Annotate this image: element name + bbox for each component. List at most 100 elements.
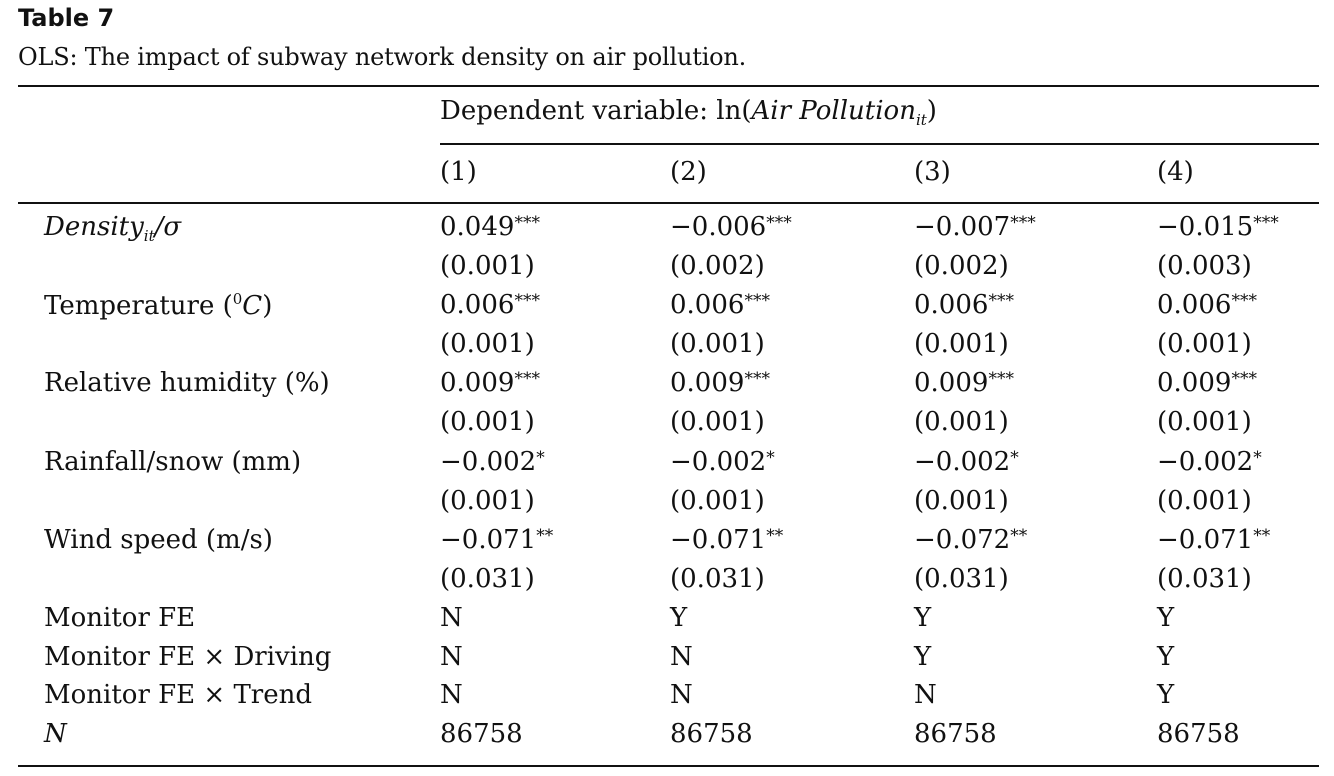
se-humidity-1: (0.001) xyxy=(440,407,535,437)
temp-sup: 0 xyxy=(232,290,243,308)
coef: −0.002 xyxy=(914,447,1011,477)
dependent-variable-header: Dependent variable: ln(Air Pollutionit) xyxy=(440,96,937,129)
se-temperature-3: (0.001) xyxy=(914,329,1009,359)
row-label-density: Densityit/σ xyxy=(44,212,181,245)
cell-monitor-fe-driving-3: Y xyxy=(914,642,932,672)
row-label-monitor-fe: Monitor FE xyxy=(44,603,196,633)
cell-temperature-4: 0.006*** xyxy=(1157,290,1257,320)
se-rain-1: (0.001) xyxy=(440,486,535,516)
coef: −0.007 xyxy=(914,212,1011,242)
stars: *** xyxy=(1231,291,1257,311)
se-temperature-4: (0.001) xyxy=(1157,329,1252,359)
coef: −0.071 xyxy=(440,525,537,555)
stars: ** xyxy=(536,526,554,546)
se-density-4: (0.003) xyxy=(1157,251,1252,281)
cell-wind-3: −0.072** xyxy=(914,525,1027,555)
se-humidity-2: (0.001) xyxy=(670,407,765,437)
coef: −0.071 xyxy=(670,525,767,555)
cell-n-1: 86758 xyxy=(440,719,523,749)
stars: *** xyxy=(766,213,792,233)
row-label-temperature: Temperature (0C) xyxy=(44,290,272,321)
cell-humidity-2: 0.009*** xyxy=(670,368,770,398)
cell-n-4: 86758 xyxy=(1157,719,1240,749)
density-tail: /σ xyxy=(154,212,182,242)
coef: 0.009 xyxy=(440,368,515,398)
stars: *** xyxy=(1253,213,1279,233)
cell-rain-2: −0.002* xyxy=(670,447,775,477)
stars: ** xyxy=(766,526,784,546)
se-wind-4: (0.031) xyxy=(1157,564,1252,594)
dep-sub: it xyxy=(915,111,927,129)
col-header-4: (4) xyxy=(1157,157,1194,187)
coef: 0.009 xyxy=(1157,368,1232,398)
cell-monitor-fe-4: Y xyxy=(1157,603,1175,633)
cell-density-4: −0.015*** xyxy=(1157,212,1279,242)
temp-post: ) xyxy=(262,291,273,321)
cell-wind-2: −0.071** xyxy=(670,525,783,555)
cell-rain-4: −0.002* xyxy=(1157,447,1262,477)
stars: *** xyxy=(514,291,540,311)
cell-wind-4: −0.071** xyxy=(1157,525,1270,555)
se-rain-3: (0.001) xyxy=(914,486,1009,516)
cell-monitor-fe-trend-4: Y xyxy=(1157,680,1175,710)
row-label-humidity: Relative humidity (%) xyxy=(44,368,330,398)
col-header-3: (3) xyxy=(914,157,951,187)
cell-rain-1: −0.002* xyxy=(440,447,545,477)
coef: 0.006 xyxy=(914,290,989,320)
se-temperature-1: (0.001) xyxy=(440,329,535,359)
coef: −0.006 xyxy=(670,212,767,242)
mid-rule xyxy=(18,202,1319,204)
cell-temperature-3: 0.006*** xyxy=(914,290,1014,320)
cell-humidity-3: 0.009*** xyxy=(914,368,1014,398)
se-humidity-4: (0.001) xyxy=(1157,407,1252,437)
header-rule xyxy=(440,143,1319,145)
stars: * xyxy=(1010,448,1019,468)
dep-suffix: ) xyxy=(926,96,937,126)
cell-density-1: 0.049*** xyxy=(440,212,540,242)
cell-rain-3: −0.002* xyxy=(914,447,1019,477)
cell-monitor-fe-2: Y xyxy=(670,603,688,633)
coef: −0.015 xyxy=(1157,212,1254,242)
stars: *** xyxy=(514,213,540,233)
stars: ** xyxy=(1253,526,1271,546)
coef: 0.009 xyxy=(670,368,745,398)
se-density-3: (0.002) xyxy=(914,251,1009,281)
cell-monitor-fe-1: N xyxy=(440,603,463,633)
density-main: Density xyxy=(44,212,144,242)
cell-monitor-fe-driving-4: Y xyxy=(1157,642,1175,672)
cell-humidity-4: 0.009*** xyxy=(1157,368,1257,398)
se-rain-4: (0.001) xyxy=(1157,486,1252,516)
dep-var: Air Pollution xyxy=(751,96,916,126)
cell-monitor-fe-driving-1: N xyxy=(440,642,463,672)
row-label-n: N xyxy=(44,719,67,749)
coef: 0.006 xyxy=(440,290,515,320)
stars: *** xyxy=(744,291,770,311)
coef: −0.002 xyxy=(1157,447,1254,477)
cell-monitor-fe-driving-2: N xyxy=(670,642,693,672)
coef: 0.006 xyxy=(1157,290,1232,320)
coef: 0.006 xyxy=(670,290,745,320)
col-header-1: (1) xyxy=(440,157,477,187)
cell-monitor-fe-trend-2: N xyxy=(670,680,693,710)
cell-n-3: 86758 xyxy=(914,719,997,749)
se-wind-1: (0.031) xyxy=(440,564,535,594)
coef: −0.072 xyxy=(914,525,1011,555)
cell-wind-1: −0.071** xyxy=(440,525,553,555)
row-label-monitor-fe-driving: Monitor FE × Driving xyxy=(44,642,332,672)
cell-humidity-1: 0.009*** xyxy=(440,368,540,398)
dep-prefix: Dependent variable: ln( xyxy=(440,96,752,126)
se-density-1: (0.001) xyxy=(440,251,535,281)
se-rain-2: (0.001) xyxy=(670,486,765,516)
bottom-rule xyxy=(18,765,1319,767)
cell-monitor-fe-3: Y xyxy=(914,603,932,633)
coef: −0.002 xyxy=(670,447,767,477)
stars: *** xyxy=(1231,369,1257,389)
row-label-monitor-fe-trend: Monitor FE × Trend xyxy=(44,680,313,710)
stars: * xyxy=(536,448,545,468)
top-rule xyxy=(18,85,1319,87)
temp-unit: C xyxy=(242,291,263,321)
row-label-wind: Wind speed (m/s) xyxy=(44,525,273,555)
cell-n-2: 86758 xyxy=(670,719,753,749)
cell-density-3: −0.007*** xyxy=(914,212,1036,242)
stars: *** xyxy=(744,369,770,389)
